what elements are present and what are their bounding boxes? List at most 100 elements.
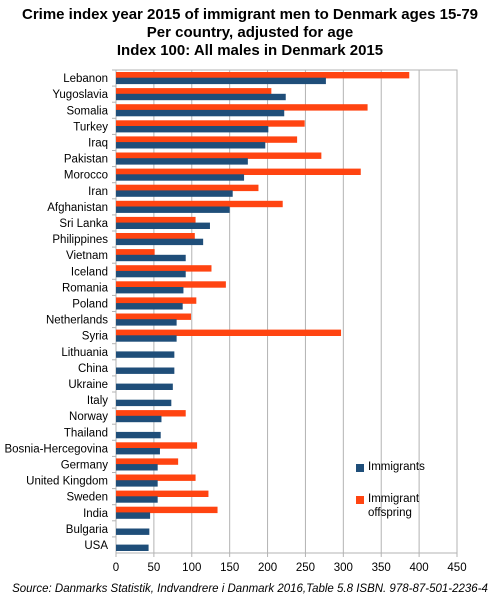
- bar-immigrants-lithuania: [116, 351, 175, 358]
- bar-immigrant-offspring-syria: [116, 329, 342, 336]
- category-label-iran: Iran: [88, 186, 108, 198]
- source-note: Source: Danmarks Statistik, Indvandrere …: [12, 583, 488, 595]
- bar-immigrants-norway: [116, 415, 162, 423]
- category-label-china: China: [78, 363, 109, 375]
- bar-immigrants-poland: [116, 303, 183, 310]
- legend-label-immigrant-offspring: Immigrant offspring: [368, 493, 420, 519]
- category-label-turkey: Turkey: [73, 121, 108, 133]
- bar-immigrant-offspring-turkey: [116, 120, 305, 127]
- bar-immigrants-afghanistan: [116, 206, 230, 213]
- chart-title: Crime index year 2015 of immigrant men t…: [21, 6, 479, 23]
- bar-immigrant-offspring-lebanon: [116, 72, 410, 79]
- bar-immigrants-china: [116, 367, 175, 374]
- bar-immigrants-usa: [116, 544, 149, 551]
- bar-immigrants-romania: [116, 287, 184, 294]
- category-label-lebanon: Lebanon: [63, 73, 108, 85]
- category-label-syria: Syria: [82, 331, 109, 343]
- category-label-romania: Romania: [62, 282, 109, 294]
- x-tick-label-150: 150: [220, 562, 239, 574]
- legend-swatch-immigrants: [356, 464, 364, 472]
- x-tick-label-200: 200: [258, 562, 277, 574]
- bar-immigrant-offspring-netherlands: [116, 313, 192, 320]
- bar-immigrant-offspring-sweden: [116, 490, 209, 497]
- bar-immigrants-germany: [116, 464, 158, 471]
- bar-immigrants-bosnia-hercegovina: [116, 448, 160, 455]
- bar-immigrants-bulgaria: [116, 528, 150, 535]
- category-label-sweden: Sweden: [66, 492, 108, 504]
- bar-immigrants-italy: [116, 399, 172, 407]
- category-label-italy: Italy: [87, 395, 108, 407]
- bar-immigrant-offspring-iceland: [116, 265, 212, 272]
- category-label-usa: USA: [84, 540, 108, 552]
- category-label-bosnia-hercegovina: Bosnia-Hercegovina: [4, 443, 108, 455]
- category-label-ukraine: Ukraine: [68, 379, 108, 391]
- bar-immigrant-offspring-somalia: [116, 104, 368, 111]
- x-tick-label-250: 250: [296, 562, 315, 574]
- bar-immigrants-vietnam: [116, 254, 186, 262]
- category-label-yugoslavia: Yugoslavia: [52, 89, 108, 101]
- category-label-iraq: Iraq: [88, 137, 108, 149]
- bar-immigrants-turkey: [116, 126, 269, 133]
- bar-immigrants-india: [116, 512, 151, 519]
- bar-immigrants-sri-lanka: [116, 222, 210, 229]
- legend-label-immigrants: Immigrants: [368, 461, 425, 473]
- category-label-poland: Poland: [72, 298, 108, 310]
- bar-immigrant-offspring-romania: [116, 281, 226, 288]
- bar-immigrant-offspring-germany: [116, 458, 179, 465]
- bar-immigrant-offspring-norway: [116, 410, 186, 417]
- category-label-vietnam: Vietnam: [66, 250, 108, 262]
- category-label-sri-lanka: Sri Lanka: [59, 218, 108, 230]
- category-label-iceland: Iceland: [71, 266, 108, 278]
- x-tick-label-450: 450: [447, 562, 466, 574]
- category-label-india: India: [83, 508, 109, 520]
- x-tick-label-100: 100: [182, 562, 201, 574]
- bar-immigrant-offspring-yugoslavia: [116, 88, 272, 95]
- bar-immigrant-offspring-bosnia-hercegovina: [116, 442, 198, 449]
- bar-immigrant-offspring-poland: [116, 297, 197, 304]
- bar-immigrant-offspring-philippines: [116, 233, 195, 240]
- x-tick-label-300: 300: [334, 562, 353, 574]
- chart-subtitle-2: Index 100: All males in Denmark 2015: [116, 42, 384, 59]
- bar-immigrants-yugoslavia: [116, 93, 286, 101]
- bar-immigrants-thailand: [116, 431, 161, 439]
- bar-immigrant-offspring-iran: [116, 184, 259, 192]
- bar-immigrant-offspring-vietnam: [116, 249, 155, 256]
- bar-immigrant-offspring-india: [116, 506, 218, 514]
- bar-immigrants-philippines: [116, 238, 204, 246]
- bar-immigrants-syria: [116, 335, 177, 342]
- category-label-lithuania: Lithuania: [61, 347, 108, 359]
- chart-subtitle-1: Per country, adjusted for age: [146, 24, 354, 41]
- x-tick-label-400: 400: [410, 562, 429, 574]
- x-tick-label-50: 50: [147, 562, 160, 574]
- category-label-thailand: Thailand: [64, 427, 108, 439]
- category-label-pakistan: Pakistan: [64, 154, 108, 166]
- bar-immigrant-offspring-morocco: [116, 168, 361, 175]
- bar-immigrants-lebanon: [116, 77, 326, 85]
- x-tick-label-350: 350: [372, 562, 391, 574]
- category-label-morocco: Morocco: [64, 170, 108, 182]
- category-label-norway: Norway: [69, 411, 108, 423]
- category-label-bulgaria: Bulgaria: [66, 524, 109, 536]
- legend-swatch-immigrant-offspring: [356, 496, 364, 504]
- bar-immigrant-offspring-united-kingdom: [116, 474, 196, 481]
- category-label-germany: Germany: [61, 459, 109, 471]
- bar-immigrants-morocco: [116, 174, 245, 181]
- category-label-united-kingdom: United Kingdom: [26, 476, 108, 488]
- bar-immigrant-offspring-pakistan: [116, 152, 322, 159]
- bar-immigrants-pakistan: [116, 158, 248, 165]
- bar-immigrants-iceland: [116, 270, 186, 278]
- bar-immigrants-somalia: [116, 109, 285, 117]
- bar-immigrants-ukraine: [116, 383, 173, 390]
- x-tick-label-0: 0: [113, 562, 119, 574]
- bar-immigrants-sweden: [116, 496, 158, 503]
- category-label-afghanistan: Afghanistan: [47, 202, 108, 214]
- bar-immigrants-netherlands: [116, 319, 177, 326]
- category-label-philippines: Philippines: [52, 234, 108, 246]
- bar-immigrant-offspring-sri-lanka: [116, 216, 196, 224]
- bar-immigrant-offspring-iraq: [116, 136, 298, 143]
- bar-immigrant-offspring-afghanistan: [116, 200, 283, 208]
- bar-immigrants-united-kingdom: [116, 480, 158, 487]
- category-label-somalia: Somalia: [66, 105, 108, 117]
- bar-immigrants-iraq: [116, 142, 266, 149]
